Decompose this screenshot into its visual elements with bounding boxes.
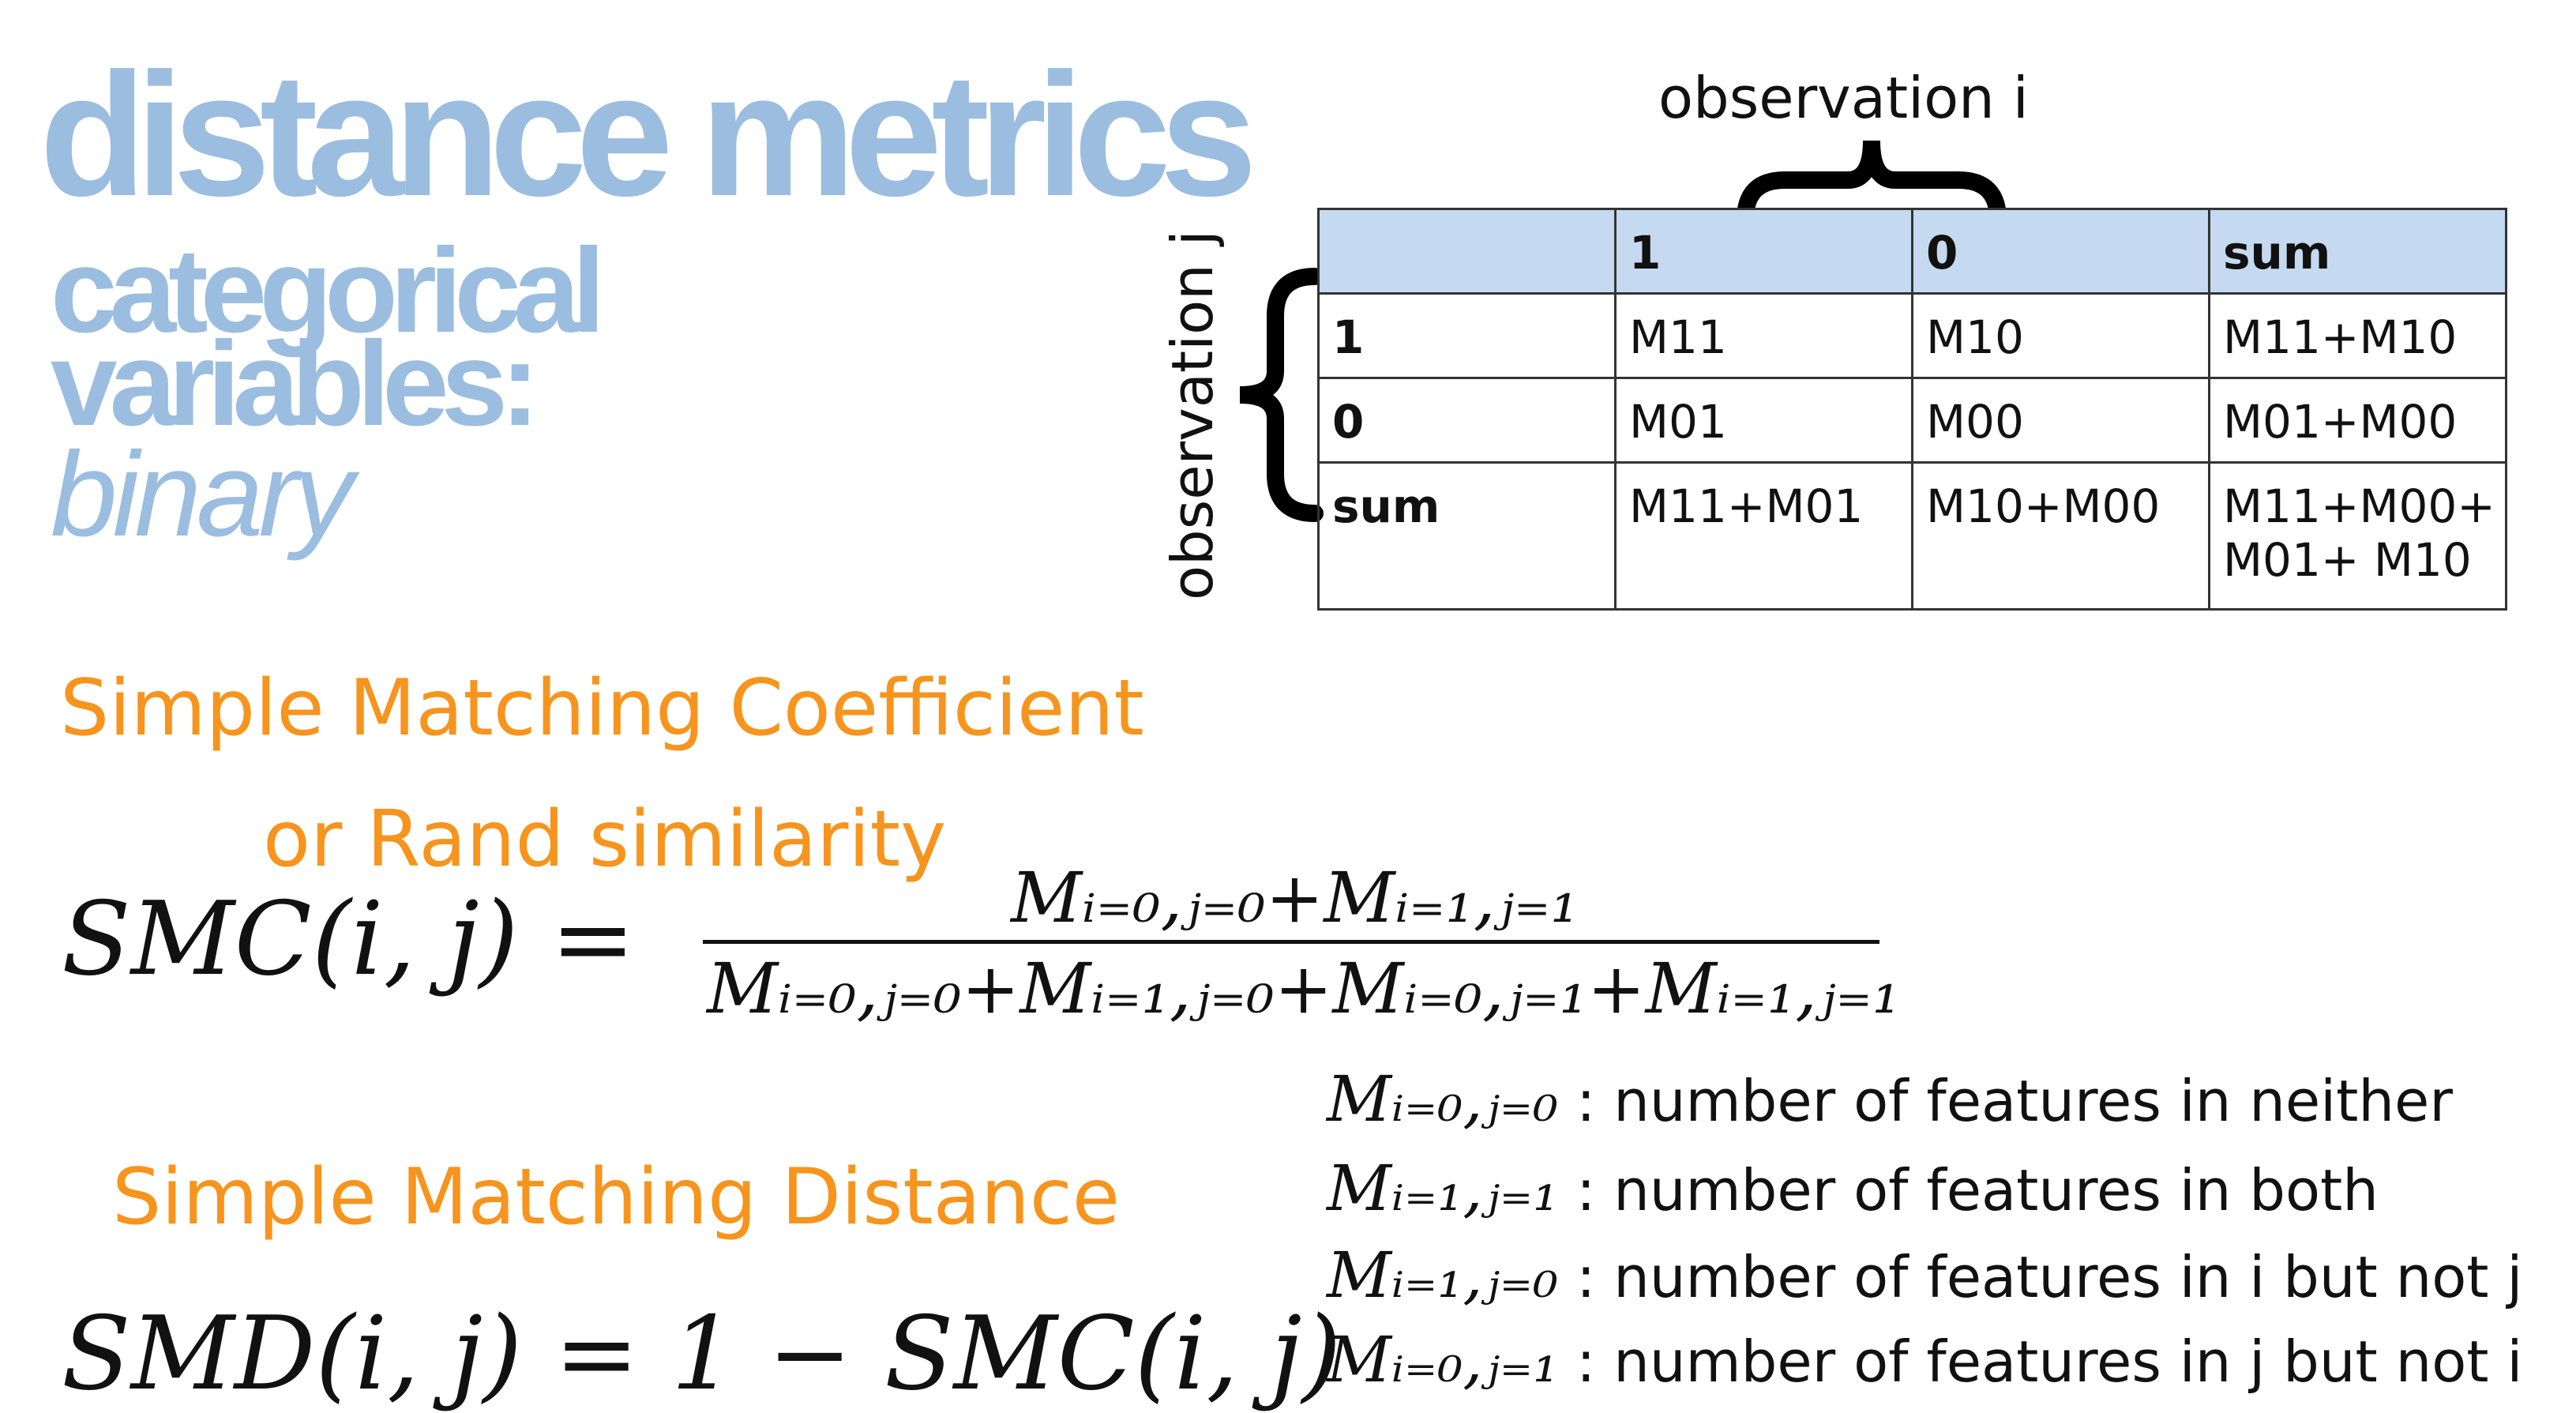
table-cell: 0	[1317, 377, 1617, 464]
definition-symbol: Mᵢ₌₀,ⱼ₌₁	[1327, 1323, 1559, 1396]
observation-i-label: observation i	[1658, 65, 2029, 131]
definition-item: Mᵢ₌₁,ⱼ₌₀ : number of features in i but n…	[1327, 1238, 2522, 1312]
table-header-cell: 0	[1911, 208, 2210, 295]
table-cell: 1	[1317, 292, 1617, 379]
table-header-cell: 1	[1614, 208, 1913, 295]
table-cell: M01+M00	[2208, 377, 2507, 464]
table-cell: sum	[1317, 461, 1617, 611]
smd-formula: SMD(i, j) = 1 − SMC(i, j)	[62, 1295, 1342, 1413]
smc-formula-denominator: Mᵢ₌₀,ⱼ₌₀+Mᵢ₌₁,ⱼ₌₀+Mᵢ₌₀,ⱼ₌₁+Mᵢ₌₁,ⱼ₌₁	[707, 948, 1901, 1029]
subtitle-line-2: variables:	[51, 317, 540, 451]
subtitle-line-3: binary	[51, 427, 354, 562]
smc-formula-lhs: SMC(i, j) =	[62, 881, 636, 998]
table-cell: M01	[1614, 377, 1913, 464]
smd-heading: Simple Matching Distance	[112, 1152, 1121, 1242]
fraction-bar	[703, 940, 1879, 944]
table-row: 1 M11 M10 M11+M10	[1317, 292, 2507, 379]
smc-formula-numerator: Mᵢ₌₀,ⱼ₌₀+Mᵢ₌₁,ⱼ₌₁	[1011, 857, 1579, 938]
table-cell: M11	[1614, 292, 1913, 379]
table-cell: M00	[1911, 377, 2210, 464]
table-header-cell	[1317, 208, 1617, 295]
table-cell: M11+M10	[2208, 292, 2507, 379]
table-header-row: 1 0 sum	[1317, 208, 2507, 295]
table-cell-line-1: M11+M00+	[2223, 479, 2495, 533]
observation-j-label: observation j	[1159, 230, 1226, 600]
definition-item: Mᵢ₌₀,ⱼ₌₁ : number of features in j but n…	[1327, 1323, 2522, 1396]
definition-text: : number of features in j but not i	[1576, 1328, 2523, 1395]
top-brace-icon	[1737, 140, 2007, 227]
page-title: distance metrics	[39, 37, 1257, 233]
definition-item: Mᵢ₌₀,ⱼ₌₀ : number of features in neither	[1327, 1062, 2453, 1136]
subtitle-line-1: categorical	[51, 224, 606, 358]
table-row: sum M11+M01 M10+M00 M11+M00+ M01+ M10	[1317, 461, 2507, 611]
definition-item: Mᵢ₌₁,ⱼ₌₁ : number of features in both	[1327, 1152, 2379, 1225]
smc-heading-alt: or Rand similarity	[263, 795, 947, 885]
definition-text: : number of features in both	[1576, 1157, 2379, 1223]
contingency-table: 1 0 sum 1 M11 M10 M11+M10 0 M01 M00 M01+…	[1317, 208, 2507, 611]
definition-symbol: Mᵢ₌₁,ⱼ₌₀	[1327, 1238, 1559, 1312]
table-cell-line-2: M01+ M10	[2223, 533, 2472, 587]
definition-text: : number of features in neither	[1576, 1068, 2453, 1134]
left-brace-icon	[1239, 268, 1324, 522]
table-cell: M10	[1911, 292, 2210, 379]
definition-symbol: Mᵢ₌₁,ⱼ₌₁	[1327, 1152, 1559, 1225]
table-cell: M10+M00	[1911, 461, 2210, 611]
table-cell: M11+M00+ M01+ M10	[2208, 461, 2507, 611]
definition-symbol: Mᵢ₌₀,ⱼ₌₀	[1327, 1062, 1559, 1136]
definition-text: : number of features in i but not j	[1576, 1244, 2523, 1310]
table-row: 0 M01 M00 M01+M00	[1317, 377, 2507, 464]
table-cell: M11+M01	[1614, 461, 1913, 611]
smc-heading: Simple Matching Coefficient	[60, 663, 1144, 753]
table-header-cell: sum	[2208, 208, 2507, 295]
